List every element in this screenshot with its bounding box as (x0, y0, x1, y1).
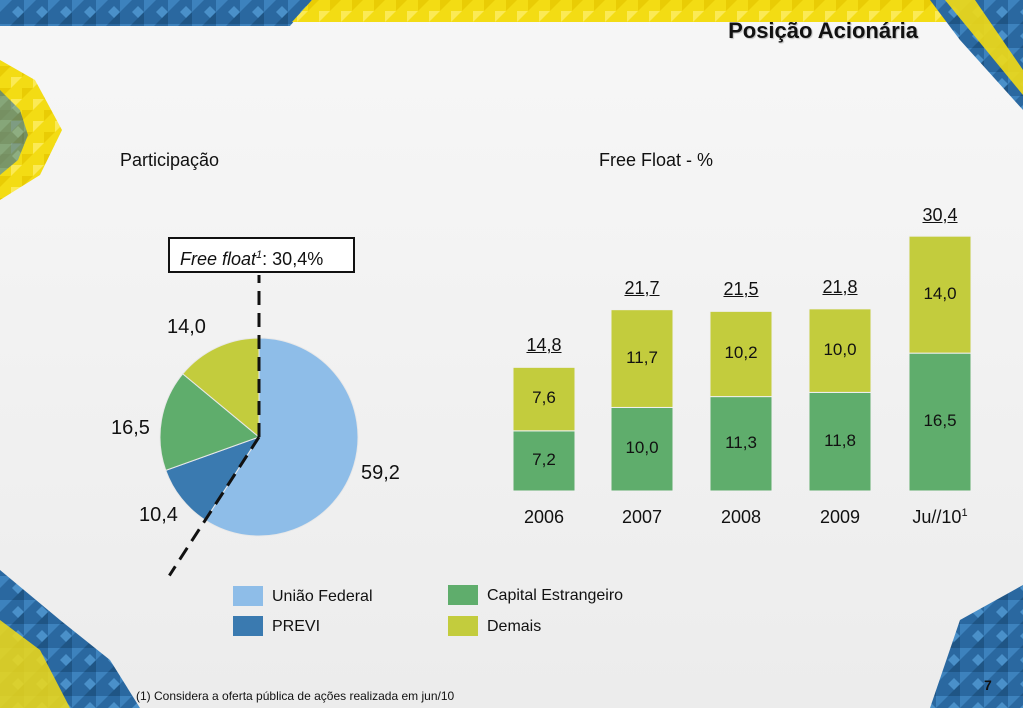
free-float-footnote-mark: 1 (256, 249, 263, 261)
bar-value-demais-2009: 10,0 (823, 339, 857, 359)
pie-slice-demais (182, 337, 260, 439)
bar-demais-2007 (610, 309, 674, 408)
bar-total-ju-10: 30,4 (922, 205, 958, 225)
pie-slice-capital-estrangeiro (159, 373, 260, 471)
bar-capital-estrangeiro-2007 (610, 406, 674, 492)
bar-chart (512, 235, 972, 492)
page-number: 7 (984, 677, 992, 693)
bar-total-2008: 21,5 (723, 279, 759, 300)
x-tick-label-2006: 2006 (504, 507, 584, 528)
bar-value-demais-2008: 10,2 (724, 342, 758, 362)
pie-label-capital-estrangeiro: 16,5 (111, 417, 150, 439)
bar-total-2007: 21,7 (624, 277, 660, 298)
legend-label-capital-estrangeiro: Capital Estrangeiro (487, 587, 624, 604)
bar-capital-estrangeiro-ju-10 (908, 352, 972, 492)
x-tick-text: 2008 (720, 507, 762, 527)
x-tick-text: Ju//10 (912, 507, 962, 527)
bar-value-demais-2007: 11,7 (626, 347, 658, 367)
bar-demais-ju-10 (908, 235, 972, 354)
bar-total-2006: 14,8 (526, 335, 562, 356)
free-float-divider-diagonal (168, 436, 261, 577)
bar-demais-2006 (512, 366, 576, 432)
free-float-annotation: Free float1: 30,4% (168, 237, 355, 273)
bar-value-capital-estrangeiro-2009: 11,8 (824, 430, 856, 450)
free-float-label: Free float (180, 249, 257, 269)
bar-value-demais-2006: 7,6 (532, 388, 556, 408)
bar-demais-2009 (808, 308, 872, 393)
pie-label-demais: 14,0 (167, 316, 206, 338)
pie-slice-uniao-federal (204, 337, 359, 537)
bar-value-capital-estrangeiro-ju-10: 16,5 (923, 411, 957, 431)
x-tick-text: 2007 (621, 507, 663, 527)
pie-chart (159, 275, 359, 577)
x-tick-footnote-mark: 1 (961, 507, 968, 519)
bar-chart-title: Free Float - % (599, 150, 714, 170)
legend-label-uniao-federal: União Federal (272, 588, 373, 605)
x-tick-label-2009: 2009 (800, 507, 880, 528)
bar-value-capital-estrangeiro-2006: 7,2 (532, 449, 556, 469)
pie-chart-title: Participação (120, 150, 220, 170)
bar-total-2009: 21,8 (822, 276, 858, 297)
bar-value-capital-estrangeiro-2008: 11,3 (725, 432, 757, 452)
legend-swatch-demais (448, 616, 478, 636)
bar-value-capital-estrangeiro-2007: 10,0 (625, 438, 659, 458)
x-tick-label-2008: 2008 (701, 507, 781, 528)
legend-label-previ: PREVI (272, 618, 321, 635)
x-tick-text: 2006 (523, 507, 565, 527)
pie-label-previ: 10,4 (139, 504, 178, 526)
legend-swatch-capital-estrangeiro (448, 585, 478, 605)
bar-capital-estrangeiro-2009 (808, 391, 872, 492)
slide-title: Posição Acionária (728, 18, 918, 43)
x-tick-label-ju-10: Ju//101 (900, 507, 980, 528)
bar-demais-2008 (709, 310, 773, 398)
legend-swatch-previ (233, 616, 263, 636)
footnote: (1) Considera a oferta pública de ações … (136, 689, 455, 703)
bar-capital-estrangeiro-2008 (709, 396, 773, 492)
x-tick-label-2007: 2007 (602, 507, 682, 528)
x-tick-text: 2009 (819, 507, 861, 527)
bar-value-demais-ju-10: 14,0 (923, 283, 957, 303)
legend-label-demais: Demais (487, 618, 542, 635)
free-float-value: : 30,4% (262, 249, 324, 269)
legend-swatch-uniao-federal (233, 586, 263, 606)
pie-label-uniao-federal: 59,2 (361, 462, 400, 484)
